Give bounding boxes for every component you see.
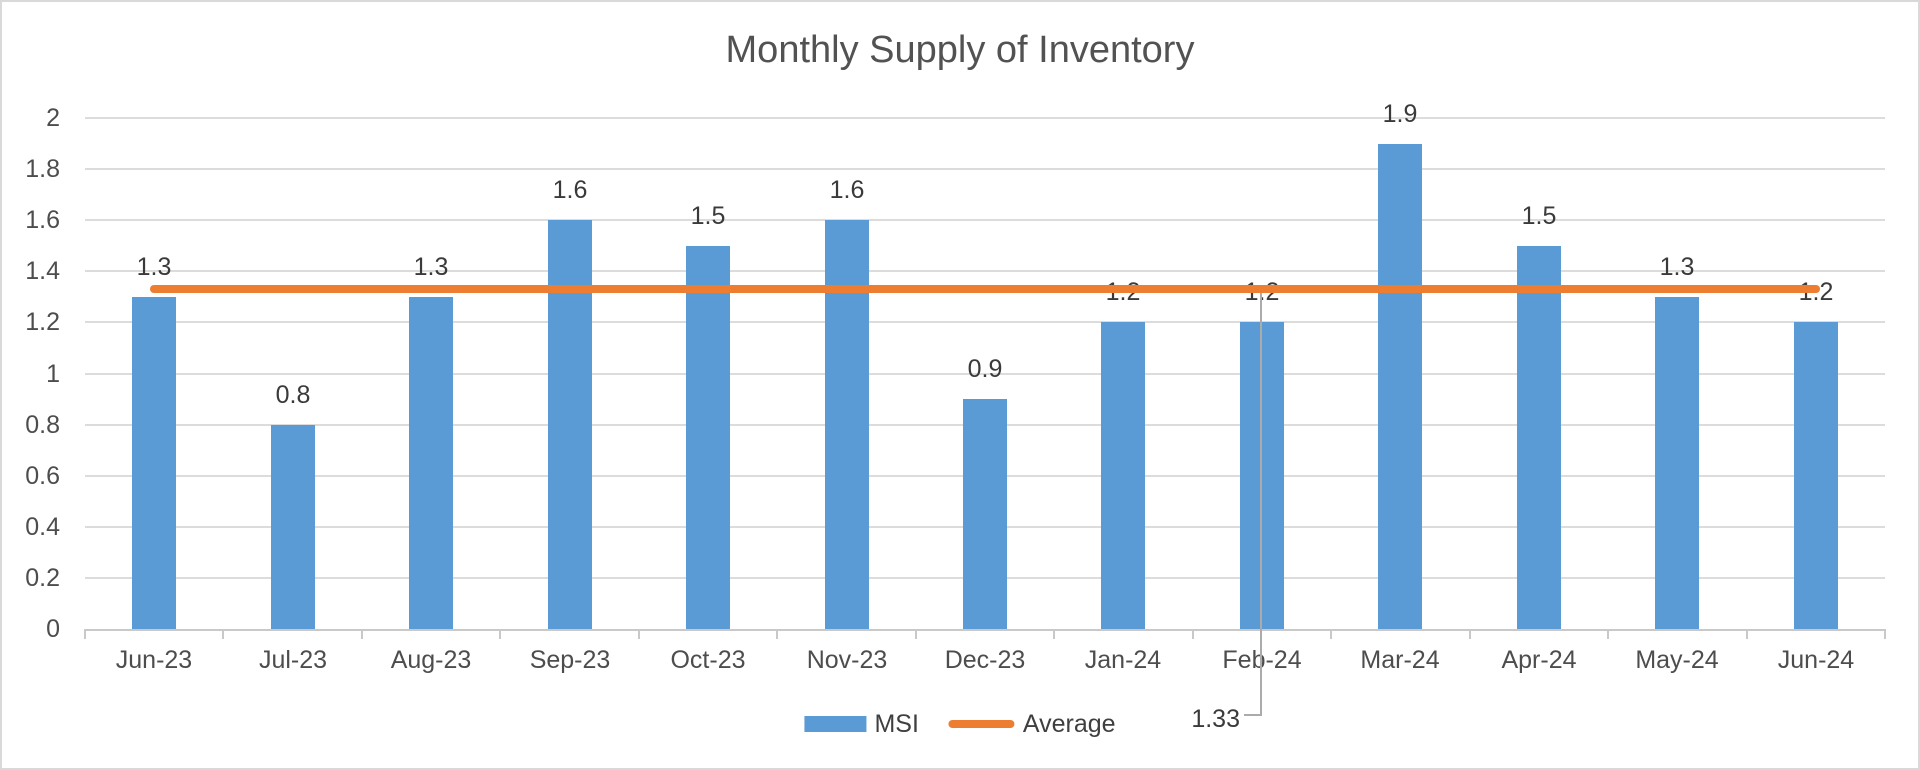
bar-value-label: 1.3 xyxy=(1659,253,1695,281)
gridline xyxy=(85,117,1885,119)
legend-label: Average xyxy=(1022,710,1116,738)
gridline xyxy=(85,270,1885,272)
bar-value-label: 0.9 xyxy=(967,355,1003,383)
msi-bar-aug-23[interactable] xyxy=(409,297,453,629)
axis-tick xyxy=(1192,629,1194,639)
x-axis-label: Nov-23 xyxy=(806,646,888,674)
gridline xyxy=(85,219,1885,221)
axis-tick xyxy=(1746,629,1748,639)
axis-tick xyxy=(915,629,917,639)
y-axis-label: 1.2 xyxy=(25,308,60,336)
gridline xyxy=(85,168,1885,170)
x-axis-line xyxy=(84,629,1886,631)
bar-value-label: 1.5 xyxy=(690,202,726,230)
x-axis-label: Jul-23 xyxy=(258,646,328,674)
axis-tick xyxy=(638,629,640,639)
y-axis-label: 1.8 xyxy=(25,155,60,183)
y-axis-label: 0 xyxy=(46,615,60,643)
average-callout-label: 1.33 xyxy=(1191,705,1240,733)
y-axis-label: 1.6 xyxy=(25,206,60,234)
msi-bar-sep-23[interactable] xyxy=(548,220,592,629)
axis-tick xyxy=(222,629,224,639)
x-axis-label: Oct-23 xyxy=(670,646,746,674)
average-line[interactable] xyxy=(150,285,1820,293)
msi-bar-jul-23[interactable] xyxy=(271,425,315,629)
x-axis-label: Mar-24 xyxy=(1360,646,1440,674)
gridline xyxy=(85,373,1885,375)
y-axis-label: 2 xyxy=(46,104,60,132)
axis-tick xyxy=(1330,629,1332,639)
y-axis-label: 0.2 xyxy=(25,564,60,592)
bar-value-label: 1.6 xyxy=(552,176,588,204)
bar-value-label: 1.5 xyxy=(1521,202,1557,230)
msi-bar-nov-23[interactable] xyxy=(825,220,869,629)
legend-average-swatch xyxy=(948,720,1015,728)
bar-value-label: 1.9 xyxy=(1382,100,1418,128)
callout-leader-line xyxy=(1244,714,1261,716)
y-axis-label: 1.4 xyxy=(25,257,60,285)
msi-bar-dec-23[interactable] xyxy=(963,399,1007,629)
y-axis-label: 0.4 xyxy=(25,513,60,541)
bar-value-label: 1.6 xyxy=(829,176,865,204)
y-axis-label: 0.8 xyxy=(25,411,60,439)
axis-tick xyxy=(1469,629,1471,639)
msi-bar-oct-23[interactable] xyxy=(686,246,730,629)
axis-tick xyxy=(1053,629,1055,639)
axis-tick xyxy=(1607,629,1609,639)
legend-item-msi[interactable]: MSI xyxy=(804,709,919,739)
x-axis-label: Apr-24 xyxy=(1501,646,1577,674)
bar-value-label: 1.3 xyxy=(413,253,449,281)
axis-tick xyxy=(84,629,86,639)
msi-bar-may-24[interactable] xyxy=(1655,297,1699,629)
y-axis-label: 0.6 xyxy=(25,462,60,490)
msi-bar-mar-24[interactable] xyxy=(1378,144,1422,629)
callout-leader-line xyxy=(1260,290,1262,716)
msi-bar-jun-24[interactable] xyxy=(1794,322,1838,629)
y-axis-label: 1 xyxy=(46,360,60,388)
bar-value-label: 1.3 xyxy=(136,253,172,281)
x-axis-label: Feb-24 xyxy=(1222,646,1302,674)
legend-label: MSI xyxy=(874,710,919,738)
x-axis-label: Dec-23 xyxy=(944,646,1026,674)
x-axis-label: Jun-24 xyxy=(1777,646,1855,674)
msi-bar-apr-24[interactable] xyxy=(1517,246,1561,629)
msi-bar-jun-23[interactable] xyxy=(132,297,176,629)
x-axis-label: Sep-23 xyxy=(529,646,611,674)
x-axis-label: Aug-23 xyxy=(390,646,472,674)
x-axis-label: Jun-23 xyxy=(115,646,193,674)
msi-bar-jan-24[interactable] xyxy=(1101,322,1145,629)
axis-tick xyxy=(776,629,778,639)
legend-item-average[interactable]: Average xyxy=(948,709,1116,739)
x-axis-label: May-24 xyxy=(1635,646,1719,674)
msi-bar-feb-24[interactable] xyxy=(1240,322,1284,629)
legend-msi-swatch xyxy=(804,716,867,732)
legend: MSI Average xyxy=(804,709,1116,739)
bar-value-label: 0.8 xyxy=(275,381,311,409)
axis-tick xyxy=(1884,629,1886,639)
gridline xyxy=(85,321,1885,323)
x-axis-label: Jan-24 xyxy=(1084,646,1162,674)
chart-title: Monthly Supply of Inventory xyxy=(725,29,1195,71)
axis-tick xyxy=(361,629,363,639)
axis-tick xyxy=(499,629,501,639)
